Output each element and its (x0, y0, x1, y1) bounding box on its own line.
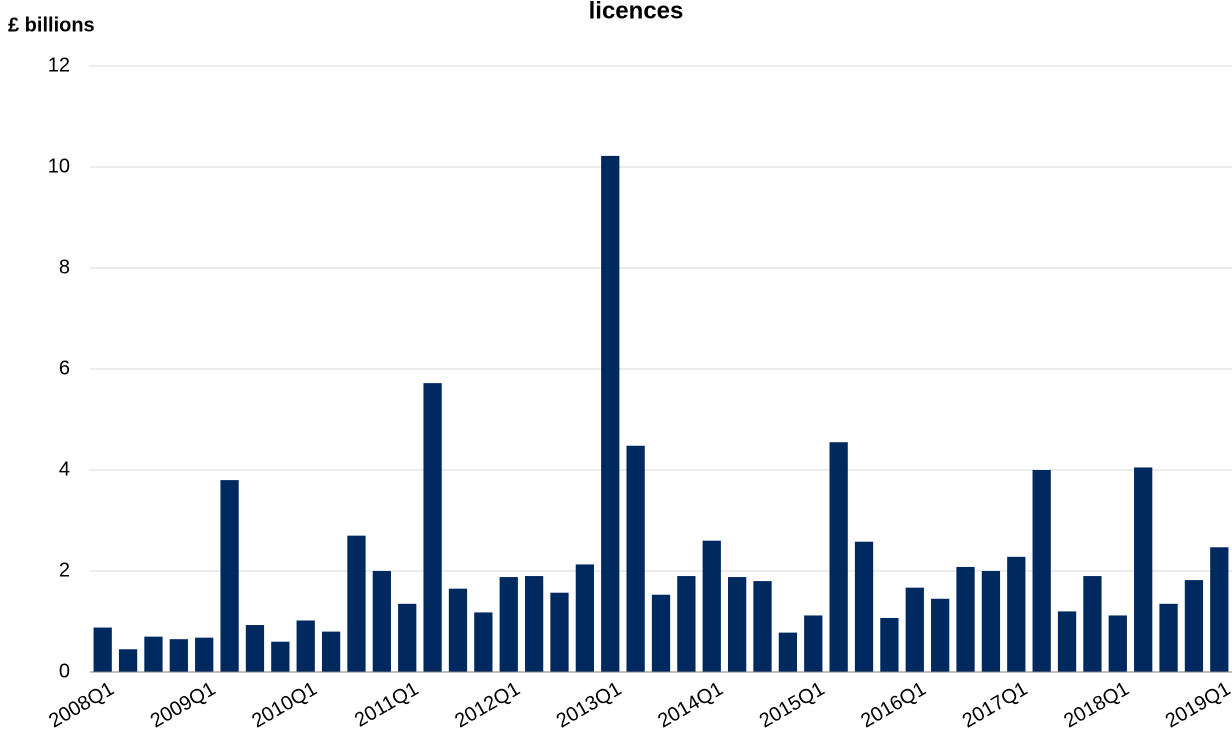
bar (880, 617, 899, 672)
x-tick-label: 2010Q1 (248, 678, 321, 733)
y-tick-label: 6 (59, 357, 70, 379)
bar (905, 587, 924, 672)
bar (575, 564, 595, 672)
y-tick-label: 12 (48, 54, 70, 76)
x-tick-label: 2015Q1 (756, 678, 829, 733)
bar (753, 581, 772, 672)
bar (118, 649, 138, 672)
bar (1134, 467, 1153, 672)
bar (804, 615, 823, 672)
y-tick-label: 4 (59, 458, 70, 480)
bar (271, 641, 290, 672)
x-tick-label: 2013Q1 (553, 678, 626, 733)
bar (1007, 556, 1026, 672)
x-tick-label: 2009Q1 (147, 678, 220, 733)
bar (778, 632, 798, 672)
x-tick-label: 2016Q1 (857, 678, 930, 733)
x-tick-label: 2008Q1 (45, 678, 118, 733)
bar (931, 598, 950, 672)
bar (1184, 580, 1204, 672)
bar (1057, 611, 1077, 672)
chart-title: licences (589, 0, 684, 24)
bar (1032, 470, 1051, 672)
bar (195, 637, 214, 672)
bar (296, 620, 315, 672)
bar (1159, 603, 1178, 672)
bar (398, 603, 417, 672)
bar (550, 592, 569, 672)
bar (372, 571, 391, 672)
y-tick-label: 2 (59, 559, 70, 581)
bar (677, 576, 696, 672)
bar (524, 576, 544, 672)
y-tick-label: 8 (59, 256, 70, 278)
bar (854, 541, 874, 672)
bar (1083, 576, 1102, 672)
bar (245, 625, 265, 672)
x-tick-label: 2014Q1 (654, 678, 727, 733)
bar (93, 627, 112, 672)
bar (702, 540, 721, 672)
bar (144, 636, 163, 672)
y-axis-label: £ billions (8, 14, 95, 36)
bar (601, 155, 620, 672)
bar (1108, 615, 1127, 672)
y-tick-label: 10 (48, 155, 70, 177)
bar (499, 577, 518, 672)
y-tick-label: 0 (59, 660, 70, 682)
bar (981, 571, 1001, 672)
bar (829, 442, 848, 672)
bar (626, 445, 645, 672)
x-tick-label: 2018Q1 (1060, 678, 1133, 733)
x-tick-label: 2017Q1 (959, 678, 1032, 733)
bar (448, 588, 468, 672)
bar (651, 594, 671, 672)
x-tick-label: 2011Q1 (351, 678, 422, 732)
bar (727, 577, 747, 672)
bar (423, 383, 442, 672)
x-tick-label: 2019Q1 (1162, 678, 1232, 733)
bar (347, 535, 366, 672)
bar (321, 631, 341, 672)
bar (474, 612, 493, 672)
bar (220, 480, 239, 672)
x-tick-label: 2012Q1 (451, 678, 524, 733)
bar (169, 639, 188, 672)
bar (956, 566, 975, 672)
bar (1210, 547, 1229, 672)
